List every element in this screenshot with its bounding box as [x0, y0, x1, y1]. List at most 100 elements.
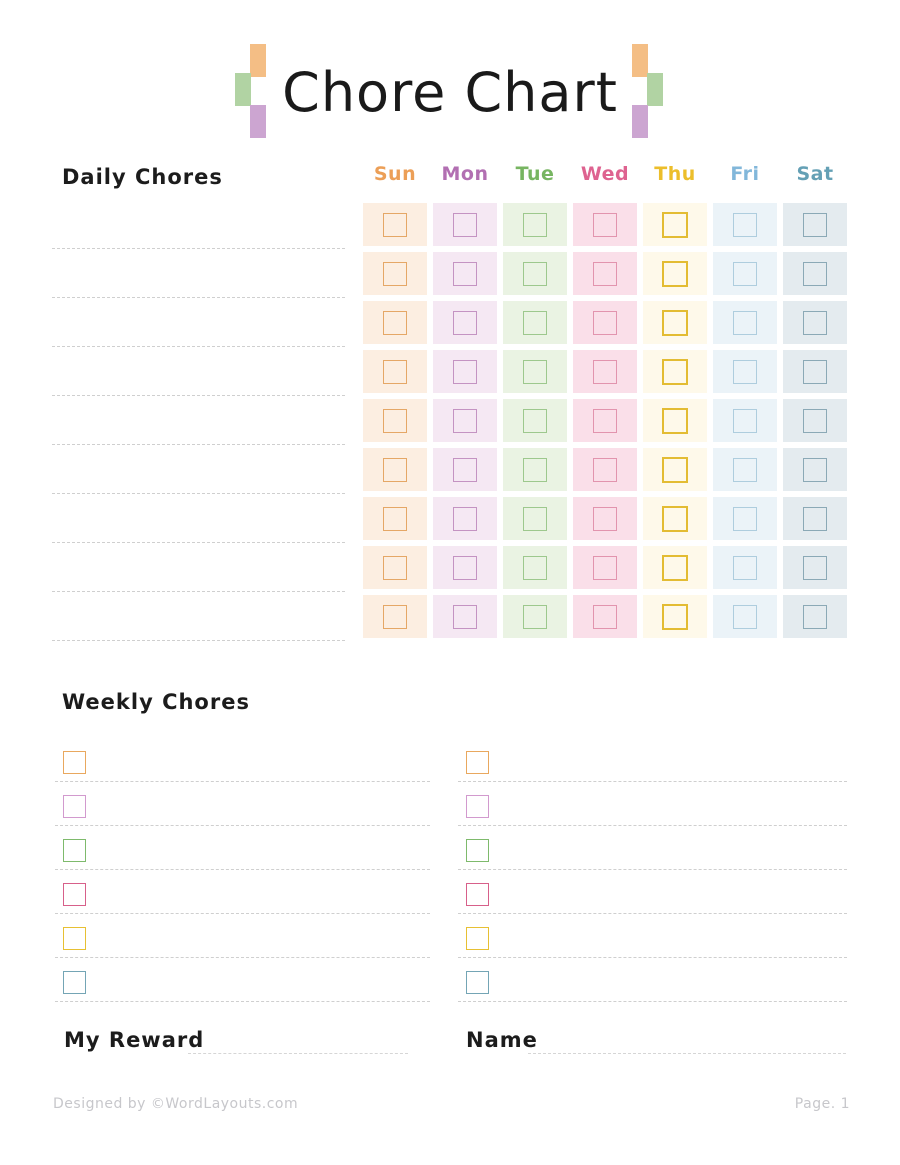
- checkbox-tue-row1[interactable]: [523, 212, 547, 237]
- checkbox-wed-row9[interactable]: [593, 604, 617, 629]
- daily-chore-line-8[interactable]: [52, 546, 345, 595]
- checkbox-sun-row7[interactable]: [383, 506, 407, 531]
- checkbox-mon-row7[interactable]: [453, 506, 477, 531]
- daily-chore-line-6[interactable]: [52, 448, 345, 497]
- checkbox-sat-row8[interactable]: [803, 555, 827, 580]
- checkbox-tue-row3[interactable]: [523, 310, 547, 335]
- checkbox-tue-row6[interactable]: [523, 457, 547, 482]
- checkbox-sat-row5[interactable]: [803, 408, 827, 433]
- my-reward-input-line[interactable]: [188, 1052, 408, 1054]
- checkbox-fri-row9[interactable]: [733, 604, 757, 629]
- checkbox-sat-row6[interactable]: [803, 457, 827, 482]
- checkbox-fri-row8[interactable]: [733, 555, 757, 580]
- grid-cell-fri-row1: [713, 203, 777, 246]
- checkbox-wed-row8[interactable]: [593, 555, 617, 580]
- checkbox-tue-row4[interactable]: [523, 359, 547, 384]
- checkbox-wed-row3[interactable]: [593, 310, 617, 335]
- checkbox-wed-row6[interactable]: [593, 457, 617, 482]
- weekly-checkbox-yellow-left[interactable]: [63, 927, 86, 950]
- daily-chore-line-7[interactable]: [52, 497, 345, 546]
- checkbox-mon-row4[interactable]: [453, 359, 477, 384]
- checkbox-tue-row7[interactable]: [523, 506, 547, 531]
- daily-chore-line-1[interactable]: [52, 203, 345, 252]
- daily-chore-line-3[interactable]: [52, 301, 345, 350]
- checkbox-thu-row4[interactable]: [662, 358, 688, 385]
- checkbox-mon-row8[interactable]: [453, 555, 477, 580]
- weekly-checkbox-orange-right[interactable]: [466, 751, 489, 774]
- checkbox-fri-row3[interactable]: [733, 310, 757, 335]
- checkbox-sat-row3[interactable]: [803, 310, 827, 335]
- checkbox-sat-row9[interactable]: [803, 604, 827, 629]
- checkbox-thu-row8[interactable]: [662, 554, 688, 581]
- weekly-chore-item-left-3[interactable]: [55, 826, 430, 870]
- checkbox-sat-row1[interactable]: [803, 212, 827, 237]
- checkbox-mon-row3[interactable]: [453, 310, 477, 335]
- weekly-chore-item-right-5[interactable]: [458, 914, 847, 958]
- checkbox-fri-row4[interactable]: [733, 359, 757, 384]
- weekly-checkbox-teal-right[interactable]: [466, 971, 489, 994]
- checkbox-wed-row5[interactable]: [593, 408, 617, 433]
- checkbox-thu-row5[interactable]: [662, 407, 688, 434]
- weekly-checkbox-yellow-right[interactable]: [466, 927, 489, 950]
- weekly-checkbox-orange-left[interactable]: [63, 751, 86, 774]
- weekly-checkbox-green-left[interactable]: [63, 839, 86, 862]
- checkbox-fri-row7[interactable]: [733, 506, 757, 531]
- checkbox-fri-row1[interactable]: [733, 212, 757, 237]
- checkbox-thu-row1[interactable]: [662, 211, 688, 238]
- daily-chore-line-9[interactable]: [52, 595, 345, 644]
- weekly-chore-item-left-4[interactable]: [55, 870, 430, 914]
- checkbox-fri-row2[interactable]: [733, 261, 757, 286]
- weekly-checkbox-pink-left[interactable]: [63, 883, 86, 906]
- checkbox-sun-row4[interactable]: [383, 359, 407, 384]
- checkbox-tue-row9[interactable]: [523, 604, 547, 629]
- daily-chore-line-2[interactable]: [52, 252, 345, 301]
- checkbox-thu-row6[interactable]: [662, 456, 688, 483]
- weekly-chore-item-left-6[interactable]: [55, 958, 430, 1002]
- checkbox-mon-row1[interactable]: [453, 212, 477, 237]
- checkbox-sun-row6[interactable]: [383, 457, 407, 482]
- checkbox-fri-row6[interactable]: [733, 457, 757, 482]
- checkbox-wed-row2[interactable]: [593, 261, 617, 286]
- weekly-chore-item-left-2[interactable]: [55, 782, 430, 826]
- checkbox-sun-row9[interactable]: [383, 604, 407, 629]
- checkbox-mon-row5[interactable]: [453, 408, 477, 433]
- checkbox-fri-row5[interactable]: [733, 408, 757, 433]
- weekly-chore-item-right-3[interactable]: [458, 826, 847, 870]
- checkbox-sun-row5[interactable]: [383, 408, 407, 433]
- checkbox-sat-row2[interactable]: [803, 261, 827, 286]
- weekly-checkbox-pink-right[interactable]: [466, 883, 489, 906]
- checkbox-tue-row2[interactable]: [523, 261, 547, 286]
- weekly-checkbox-orchid-right[interactable]: [466, 795, 489, 818]
- checkbox-mon-row9[interactable]: [453, 604, 477, 629]
- checkbox-sun-row1[interactable]: [383, 212, 407, 237]
- checkbox-thu-row7[interactable]: [662, 505, 688, 532]
- weekly-chore-item-left-5[interactable]: [55, 914, 430, 958]
- checkbox-tue-row8[interactable]: [523, 555, 547, 580]
- checkbox-mon-row6[interactable]: [453, 457, 477, 482]
- name-input-line[interactable]: [528, 1052, 846, 1054]
- checkbox-wed-row4[interactable]: [593, 359, 617, 384]
- checkbox-wed-row1[interactable]: [593, 212, 617, 237]
- weekly-chore-item-right-6[interactable]: [458, 958, 847, 1002]
- checkbox-sun-row3[interactable]: [383, 310, 407, 335]
- checkbox-sat-row4[interactable]: [803, 359, 827, 384]
- weekly-chore-item-right-1[interactable]: [458, 738, 847, 782]
- orange-square: [631, 44, 648, 77]
- checkbox-wed-row7[interactable]: [593, 506, 617, 531]
- weekly-checkbox-teal-left[interactable]: [63, 971, 86, 994]
- weekly-chore-item-right-2[interactable]: [458, 782, 847, 826]
- checkbox-thu-row3[interactable]: [662, 309, 688, 336]
- checkbox-sun-row8[interactable]: [383, 555, 407, 580]
- daily-chore-line-4[interactable]: [52, 350, 345, 399]
- checkbox-sat-row7[interactable]: [803, 506, 827, 531]
- weekly-checkbox-orchid-left[interactable]: [63, 795, 86, 818]
- checkbox-mon-row2[interactable]: [453, 261, 477, 286]
- weekly-checkbox-green-right[interactable]: [466, 839, 489, 862]
- daily-chore-line-5[interactable]: [52, 399, 345, 448]
- weekly-chore-item-left-1[interactable]: [55, 738, 430, 782]
- checkbox-thu-row9[interactable]: [662, 603, 688, 630]
- checkbox-tue-row5[interactable]: [523, 408, 547, 433]
- weekly-chore-item-right-4[interactable]: [458, 870, 847, 914]
- checkbox-sun-row2[interactable]: [383, 261, 407, 286]
- checkbox-thu-row2[interactable]: [662, 260, 688, 287]
